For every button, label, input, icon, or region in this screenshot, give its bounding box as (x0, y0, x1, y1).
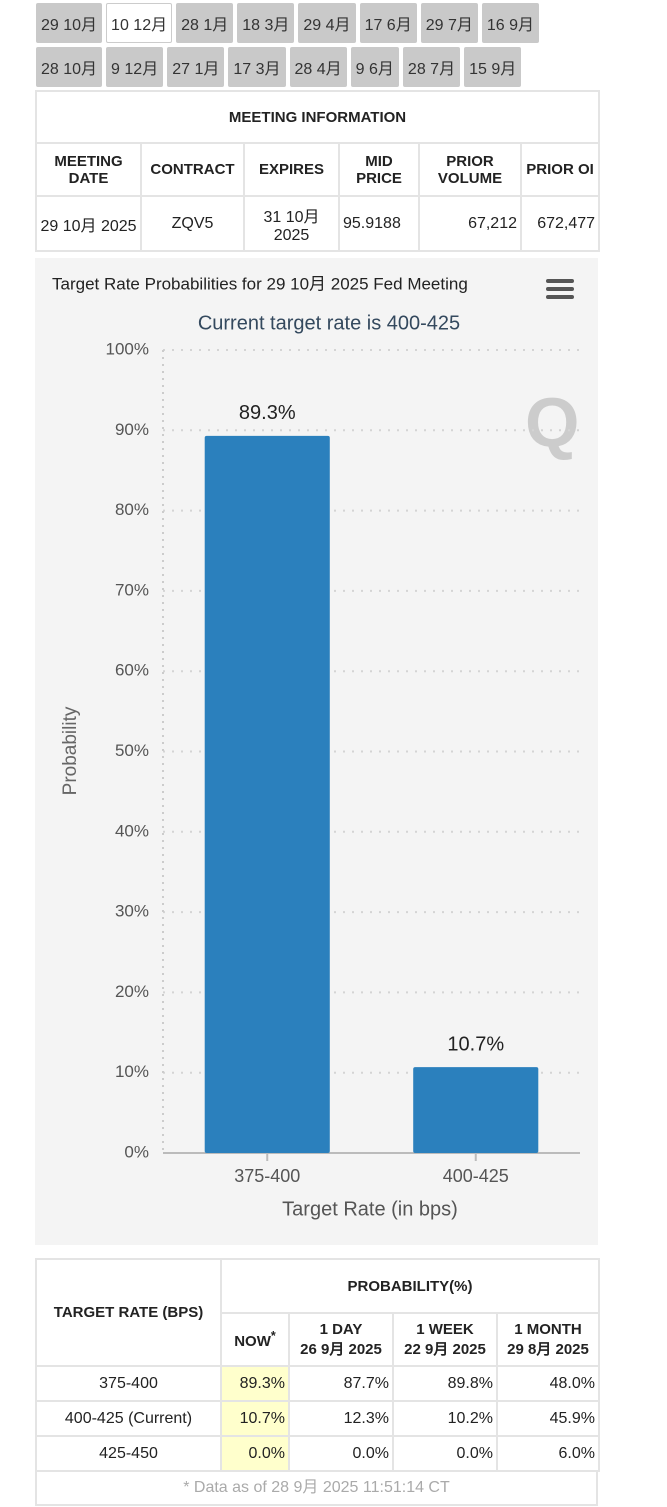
y-tick-label: 30% (115, 902, 149, 921)
bar (204, 435, 330, 1153)
y-tick-label: 100% (106, 339, 149, 358)
y-tick-label: 0% (124, 1142, 149, 1161)
column-header: 1 MONTH 29 8月 2025 (496, 1312, 600, 1367)
date-tab[interactable]: 29 4月 (298, 3, 356, 43)
date-tab[interactable]: 10 12月 (106, 3, 173, 43)
header-line: 26 9月 2025 (300, 1340, 382, 1358)
table-cell: 6.0% (496, 1435, 600, 1472)
header-line: 1 DAY (319, 1320, 363, 1338)
bar (413, 1067, 539, 1153)
table-row: 400-425 (Current) 10.7% 12.3% 10.2% 45.9% (35, 1400, 600, 1437)
table-cell: 87.7% (288, 1365, 394, 1402)
footnote: * Data as of 28 9月 2025 11:51:14 CT (35, 1470, 598, 1506)
column-header: NOW* (220, 1312, 290, 1367)
date-tab[interactable]: 28 10月 (36, 47, 103, 87)
menu-icon[interactable] (546, 279, 574, 299)
date-tab[interactable]: 28 1月 (176, 3, 234, 43)
tab-row: 29 10月 10 12月 28 1月 18 3月 29 4月 17 6月 29 7月 16 … (36, 3, 540, 43)
group-header: PROBABILITY(%) (220, 1258, 600, 1314)
data-label: 10.7% (447, 1033, 504, 1055)
row-header: TARGET RATE (BPS) (35, 1258, 222, 1367)
chart: Target Rate Probabilities for 29 10月 202… (35, 258, 598, 1245)
table-cell: ZQV5 (140, 195, 245, 252)
column-header: MID PRICE (338, 142, 420, 197)
y-tick-label: 90% (115, 420, 149, 439)
column-header: 1 DAY 26 9月 2025 (288, 1312, 394, 1367)
date-tab[interactable]: 15 9月 (464, 47, 522, 87)
table-title: MEETING INFORMATION (34, 90, 601, 144)
table-cell: 45.9% (496, 1400, 600, 1437)
y-tick-label: 50% (115, 741, 149, 760)
header-line: 1 WEEK (416, 1320, 474, 1338)
tab-row: 28 10月 9 12月 27 1月 17 3月 28 4月 9 6月 28 7月 15 9月 (36, 47, 522, 87)
column-header: EXPIRES (243, 142, 340, 197)
header-line: NOW (234, 1333, 271, 1350)
table-cell: 67,212 (418, 195, 522, 252)
table-cell: 31 10月 2025 (243, 195, 340, 252)
table-row: 425-450 0.0% 0.0% 0.0% 6.0% (35, 1435, 600, 1472)
date-tab[interactable]: 18 3月 (237, 3, 295, 43)
table-cell: 425-450 (35, 1435, 222, 1472)
x-tick-label: 375-400 (234, 1166, 300, 1186)
date-tab[interactable]: 17 3月 (228, 47, 286, 87)
date-tab[interactable]: 27 1月 (167, 47, 225, 87)
chart-subtitle: Current target rate is 400-425 (198, 312, 460, 334)
table-cell: 10.2% (392, 1400, 498, 1437)
column-header: PRIOR OI (519, 142, 601, 197)
y-tick-label: 60% (115, 661, 149, 680)
y-tick-label: 10% (115, 1062, 149, 1081)
watermark: Q (525, 383, 579, 461)
table-cell: 0.0% (220, 1435, 290, 1472)
table-cell: 0.0% (288, 1435, 394, 1472)
data-label: 89.3% (239, 402, 296, 424)
y-tick-label: 70% (115, 580, 149, 599)
column-header: CONTRACT (140, 142, 245, 197)
table-cell: 375-400 (35, 1365, 222, 1402)
y-tick-label: 80% (115, 500, 149, 519)
table-row: 375-400 89.3% 87.7% 89.8% 48.0% (35, 1365, 600, 1402)
header-line: 29 8月 2025 (507, 1340, 589, 1358)
table-cell: 12.3% (288, 1400, 394, 1437)
note-marker: * (270, 1329, 276, 1343)
table-cell: 29 10月 2025 (35, 195, 142, 252)
column-header: MEETING DATE (35, 142, 142, 197)
table-cell: 672,477 (519, 195, 601, 252)
table-cell: 10.7% (220, 1400, 290, 1437)
y-axis-label: Probability (60, 706, 81, 795)
header-line: 22 9月 2025 (404, 1340, 486, 1358)
meeting-table: MEETING INFORMATION MEETING DATE CONTRACT… (34, 90, 601, 252)
date-tab[interactable]: 28 7月 (402, 47, 461, 87)
column-header: 1 WEEK 22 9月 2025 (392, 1312, 498, 1367)
table-cell: 400-425 (Current) (35, 1400, 222, 1437)
y-tick-label: 20% (115, 982, 149, 1001)
x-tick-label: 400-425 (443, 1166, 509, 1186)
table-cell: 95.9188 (338, 195, 420, 252)
y-tick-label: 40% (115, 821, 149, 840)
header-line: 1 MONTH (514, 1320, 582, 1338)
probability-table: TARGET RATE (BPS) PROBABILITY(%) NOW* 1 DA… (35, 1258, 600, 1472)
chart-title: Target Rate Probabilities for 29 10月 202… (52, 274, 468, 293)
date-tab[interactable]: 9 12月 (106, 47, 164, 87)
date-tab[interactable]: 29 10月 (36, 3, 103, 43)
date-tab[interactable]: 17 6月 (359, 3, 417, 43)
date-tab[interactable]: 16 9月 (481, 3, 540, 43)
table-cell: 89.3% (220, 1365, 290, 1402)
date-tab[interactable]: 29 7月 (420, 3, 478, 43)
table-cell: 48.0% (496, 1365, 600, 1402)
table-cell: 89.8% (392, 1365, 498, 1402)
date-tab[interactable]: 28 4月 (289, 47, 347, 87)
x-axis-label: Target Rate (in bps) (282, 1198, 458, 1220)
date-tab[interactable]: 9 6月 (350, 47, 399, 87)
column-header: PRIOR VOLUME (418, 142, 522, 197)
table-cell: 0.0% (392, 1435, 498, 1472)
